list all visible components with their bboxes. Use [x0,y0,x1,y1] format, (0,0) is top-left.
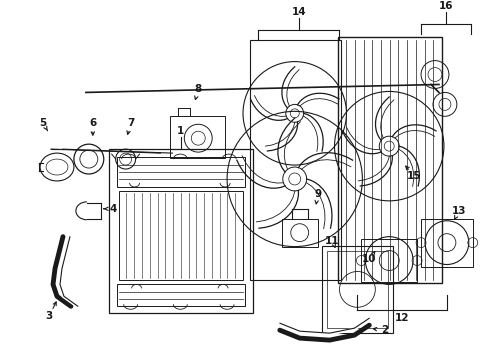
Bar [117,157,245,187]
Bar [250,40,342,280]
Text: 13: 13 [452,206,466,216]
Text: 9: 9 [314,189,321,199]
Bar [338,37,442,283]
Text: 4: 4 [109,204,117,214]
Text: 12: 12 [395,313,410,323]
Text: 3: 3 [46,311,53,321]
Bar [109,149,253,313]
Text: 7: 7 [127,118,134,128]
Text: 1: 1 [177,126,184,136]
Text: 16: 16 [439,1,453,11]
Bar [326,251,388,328]
Bar [362,239,417,282]
Bar [282,219,318,247]
Bar [119,191,243,280]
Text: 14: 14 [292,7,306,17]
Text: 10: 10 [362,253,377,264]
Bar [171,116,225,158]
Bar [421,219,473,266]
Text: 8: 8 [195,85,202,94]
Text: 11: 11 [325,236,340,246]
Bar [117,284,245,306]
Text: 5: 5 [40,118,47,128]
Bar [321,246,393,333]
Text: 15: 15 [407,171,421,181]
Text: 6: 6 [89,118,97,128]
Text: 2: 2 [381,325,388,335]
